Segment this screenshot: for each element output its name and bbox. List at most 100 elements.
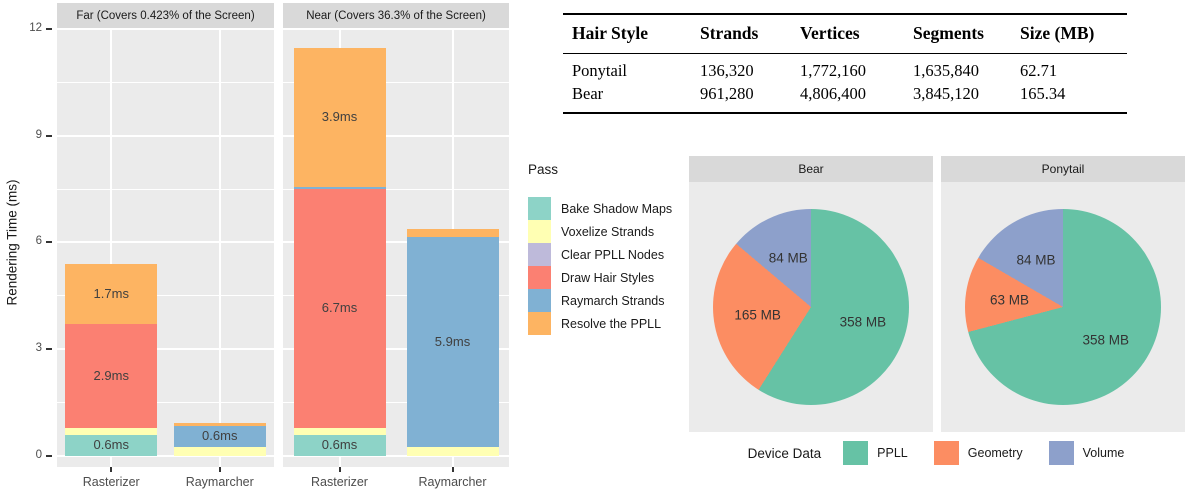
table-row: Ponytail 136,320 1,772,160 1,635,840 62.71 (563, 59, 1127, 82)
pie-slice-label: 165 MB (734, 307, 781, 323)
legend-entry: Bake Shadow Maps (528, 197, 678, 220)
bar-xaxis-near: Rasterizer Raymarcher (283, 467, 509, 496)
bar-segment (293, 427, 386, 435)
bar-segment-label: 6.7ms (321, 300, 358, 316)
bar-segment (406, 237, 499, 448)
hair-style-table: Hair Style Strands Vertices Segments Size (M… (563, 13, 1127, 114)
table-cell: 165.34 (1020, 84, 1066, 103)
pie (713, 209, 909, 405)
grid-line-minor (283, 188, 509, 190)
grid-line-minor (57, 402, 274, 404)
pie-facet-bear: Bear 358 MB 165 MB 84 MB (689, 156, 933, 432)
y-tick-label: 9 (35, 128, 42, 141)
pie-slice-label: 84 MB (768, 250, 808, 266)
device-legend-entries: PPLL Geometry Volume (843, 441, 1124, 465)
y-tick-mark (46, 134, 52, 137)
pie-panel-ponytail: 358 MB 63 MB 84 MB (941, 182, 1185, 432)
device-legend-entry: Volume (1048, 441, 1124, 465)
pie-strip-ponytail: Ponytail (941, 156, 1185, 182)
legend-swatch (528, 289, 551, 312)
grid-line-major (283, 241, 509, 244)
bar-segment-label: 0.6ms (321, 437, 358, 453)
device-data-legend: Device Data PPLL Geometry Volume (686, 441, 1186, 465)
y-tick-label: 0 (35, 449, 42, 461)
x-category-label: Rasterizer (311, 475, 368, 489)
grid-line-major (283, 134, 509, 137)
legend-swatch (528, 312, 551, 335)
legend-swatch (843, 441, 869, 465)
table-cell: 1,635,840 (913, 61, 979, 80)
legend-swatch (1048, 441, 1074, 465)
table-row: Bear 961,280 4,806,400 3,845,120 165.34 (563, 82, 1127, 105)
bar-segment-label: 2.9ms (93, 367, 129, 383)
bar-panel-far: 0.6ms 2.9ms 1.7ms 0.6ms (57, 28, 274, 467)
y-tick-mark (46, 241, 52, 244)
grid-line-major (283, 455, 509, 457)
bar-segment (173, 447, 266, 456)
grid-line-minor (57, 295, 274, 297)
grid-line-vertical (218, 28, 221, 467)
legend-entry-label: Bake Shadow Maps (561, 201, 673, 216)
grid-line-minor (283, 402, 509, 404)
table-header-cell: Segments (913, 23, 984, 43)
table-header-row: Hair Style Strands Vertices Segments Size (M… (563, 15, 1127, 54)
bar-segment-label: 3.9ms (321, 109, 358, 125)
pie-panel-bear: 358 MB 165 MB 84 MB (689, 182, 933, 432)
bar-segment (293, 434, 386, 456)
table-cell: 3,845,120 (913, 84, 979, 103)
x-tick-mark (338, 467, 341, 472)
table-body: Ponytail 136,320 1,772,160 1,635,840 62.71 Be… (563, 54, 1127, 112)
legend-entry: Voxelize Strands (528, 220, 678, 243)
x-tick-mark (110, 467, 113, 472)
grid-line-major (57, 348, 274, 351)
legend-entry-label: Draw Hair Styles (561, 270, 655, 285)
device-legend-entry: Geometry (933, 441, 1023, 465)
grid-line-minor (57, 188, 274, 190)
y-tick-label: 6 (35, 235, 42, 248)
facet-far: Far (Covers 0.423% of the Screen) 0.6ms 2… (57, 3, 274, 496)
grid-line-major (57, 455, 274, 457)
pass-legend-entries: Bake Shadow Maps Voxelize Strands Clear PP… (528, 197, 678, 335)
y-tick-mark (46, 348, 52, 351)
table-header-cell: Strands (700, 23, 759, 43)
y-tick-mark (46, 455, 52, 457)
table-cell: 136,320 (700, 61, 754, 80)
grid-line-major (57, 241, 274, 244)
grid-line-vertical (110, 28, 113, 467)
legend-entry-label: Geometry (967, 446, 1023, 460)
bar-segment (173, 425, 266, 448)
legend-entry-label: Voxelize Strands (561, 224, 655, 239)
device-legend-entry: PPLL (843, 441, 908, 465)
y-tick-label: 3 (35, 342, 42, 355)
bar-yaxis: 0 3 6 9 12 (0, 0, 56, 480)
legend-entry: Draw Hair Styles (528, 266, 678, 289)
bar-segment (406, 447, 499, 456)
legend-entry: Raymarch Strands (528, 289, 678, 312)
device-legend-title: Device Data (747, 445, 822, 461)
bar-segment (65, 427, 158, 435)
facet-near-strip: Near (Covers 36.3% of the Screen) (283, 3, 509, 28)
legend-entry: Resolve the PPLL (528, 312, 678, 335)
table-header-cell: Vertices (800, 23, 860, 43)
bar-segment (293, 189, 386, 428)
grid-line-minor (283, 295, 509, 297)
grid-line-major (57, 28, 274, 30)
rendering-time-bar-chart: Rendering Time (ms) 0 3 6 9 12 Far (Covers 0… (0, 0, 530, 496)
x-category-label: Raymarcher (185, 475, 254, 489)
table-cell: 1,772,160 (800, 61, 866, 80)
bar-panel-near: 0.6ms 6.7ms 3.9ms 5.9ms (283, 28, 509, 467)
grid-line-major (283, 348, 509, 351)
legend-entry: Clear PPLL Nodes (528, 243, 678, 266)
pie-slice-label: 358 MB (1082, 332, 1130, 348)
pie (965, 209, 1161, 405)
legend-swatch (933, 441, 959, 465)
facet-far-strip: Far (Covers 0.423% of the Screen) (57, 3, 274, 28)
legend-swatch (528, 266, 551, 289)
bar-segment-label: 1.7ms (93, 286, 129, 302)
pie-strip-bear: Bear (689, 156, 933, 182)
y-tick-mark (46, 27, 52, 30)
bar-xaxis-far: Rasterizer Raymarcher (57, 467, 274, 496)
pie-slice-label: 63 MB (989, 292, 1029, 308)
legend-entry-label: Resolve the PPLL (561, 316, 662, 331)
